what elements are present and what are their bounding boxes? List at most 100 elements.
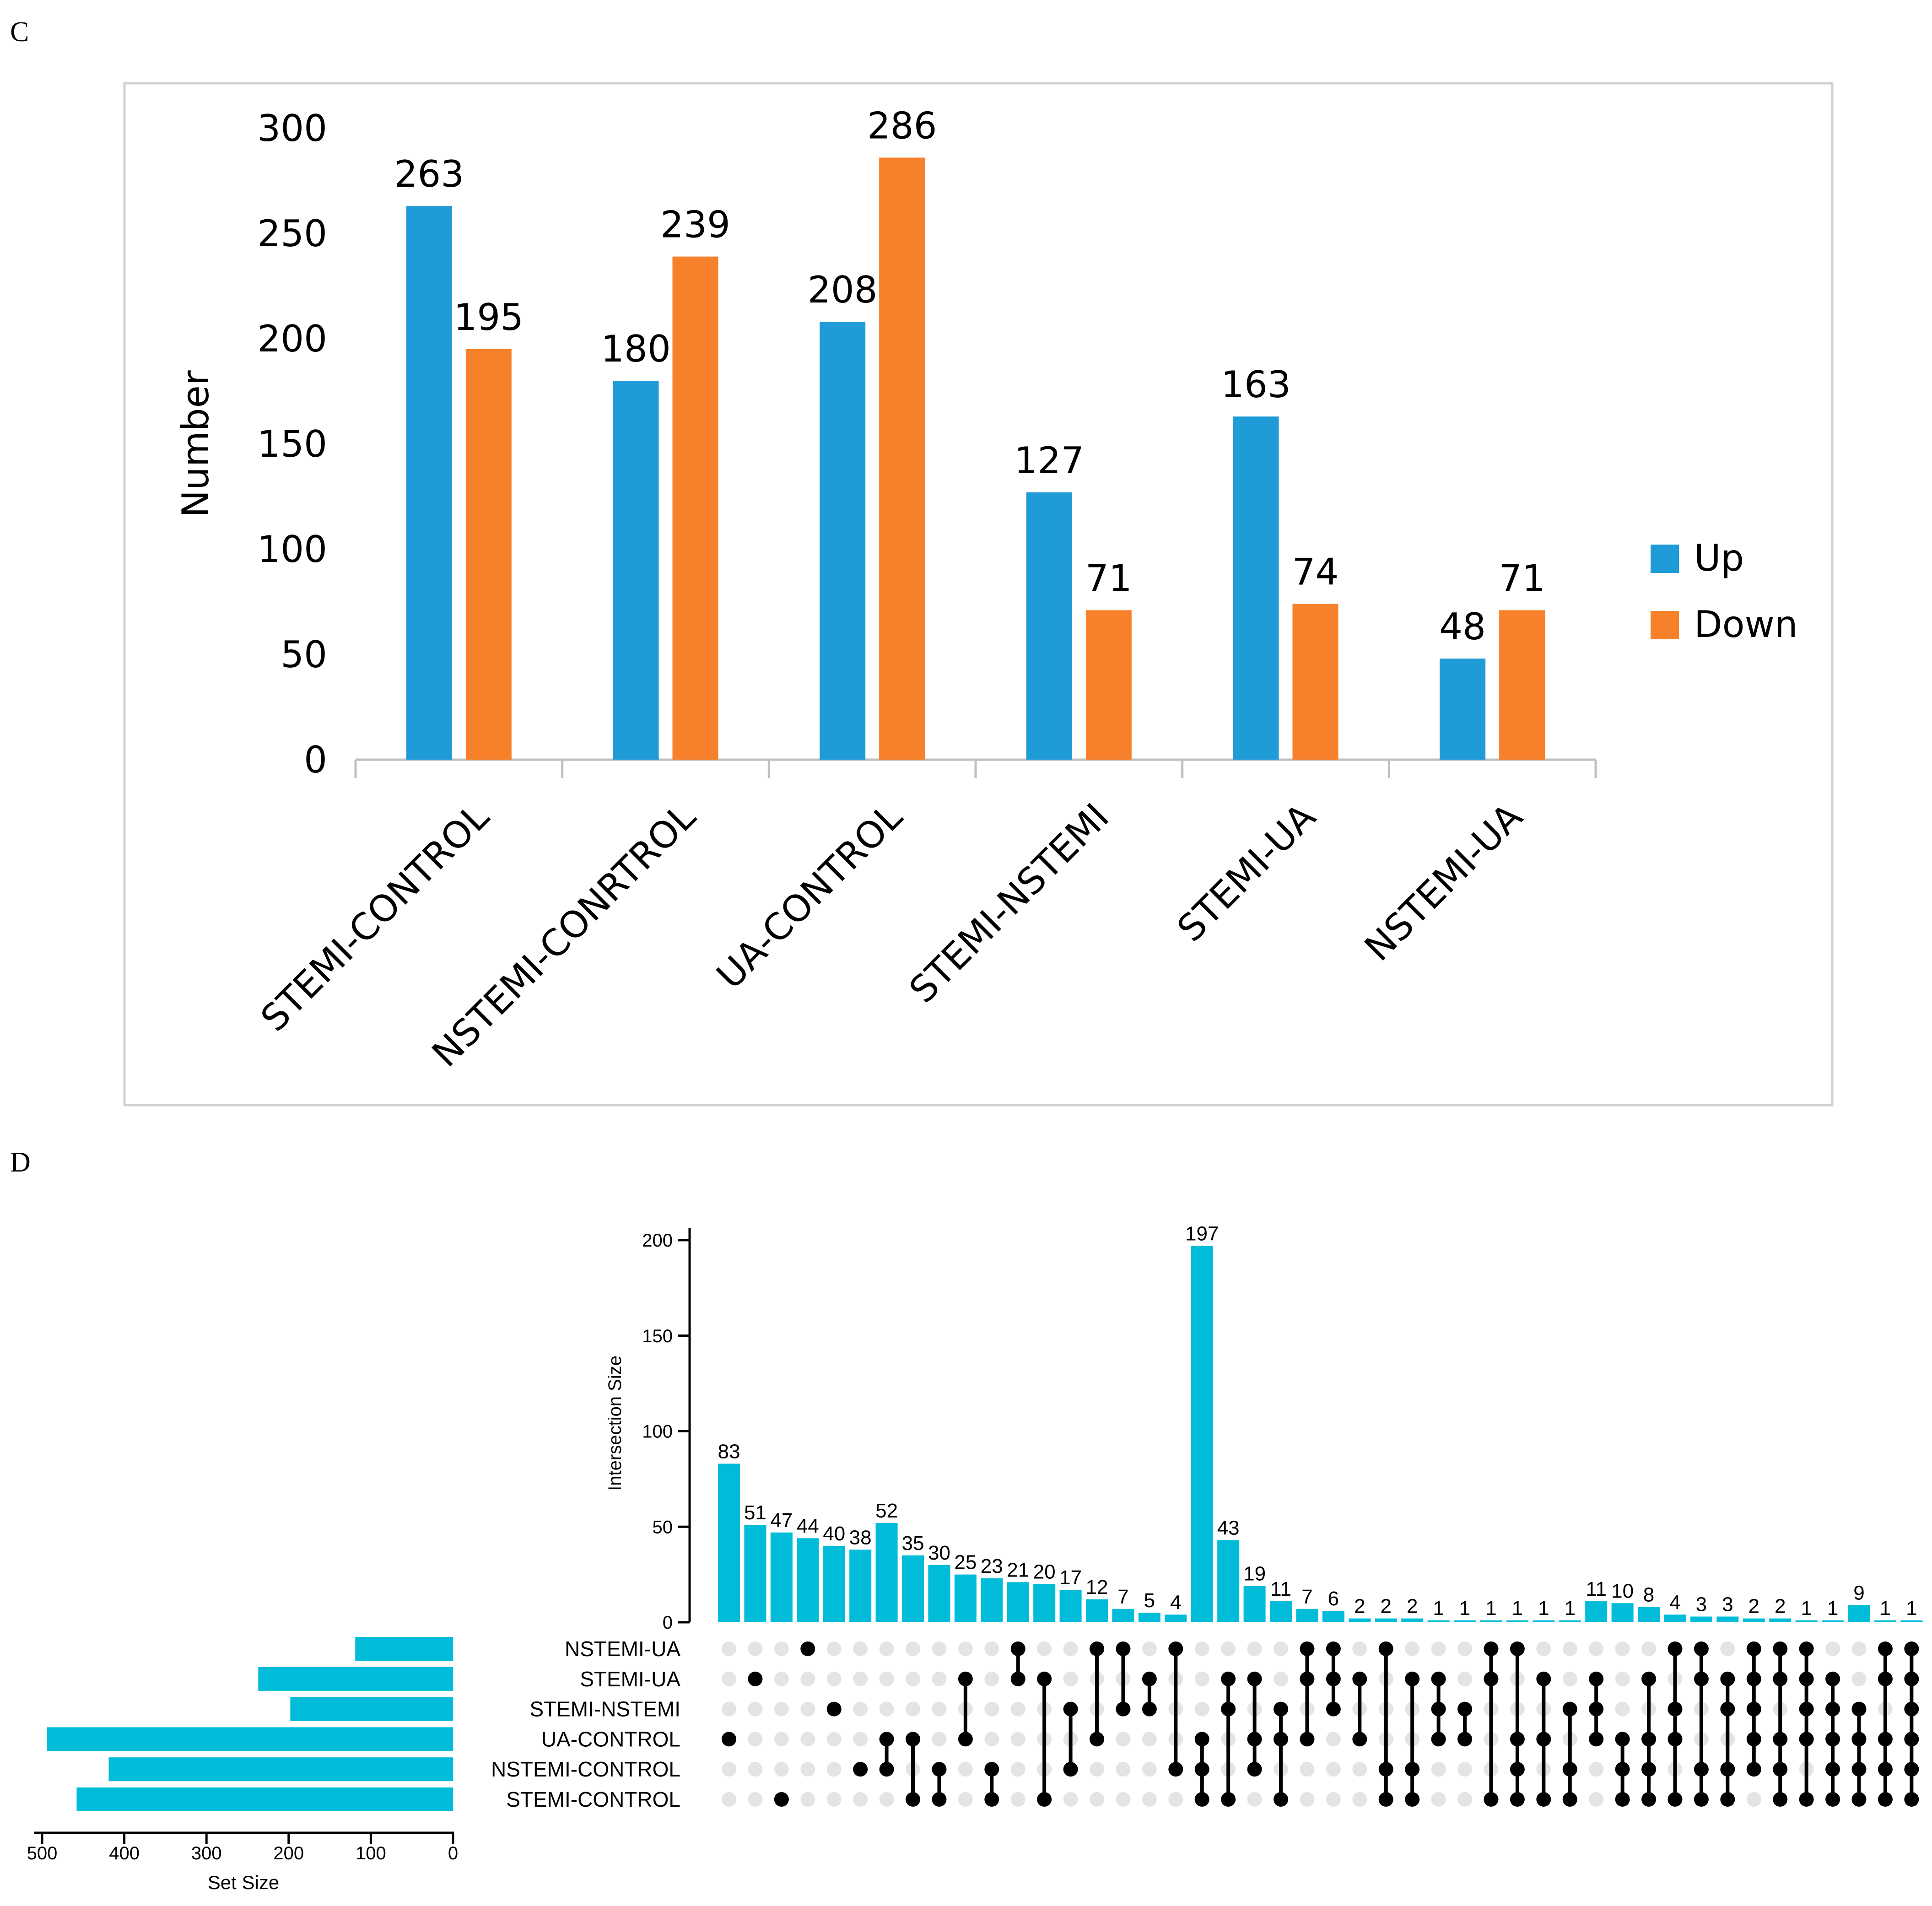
bar-value-label: 180 — [601, 328, 671, 370]
x-category-label: STEMI-CONTROL — [253, 795, 497, 1039]
matrix-dot-on — [1300, 1641, 1315, 1656]
matrix-dot-off — [984, 1671, 999, 1686]
matrix-dot-off — [906, 1641, 921, 1656]
set-name-label: STEMI-UA — [580, 1667, 680, 1691]
matrix-dot-off — [774, 1701, 789, 1717]
matrix-dot-off — [1457, 1762, 1473, 1777]
matrix-dot-on — [1037, 1792, 1052, 1807]
matrix-dot-on — [932, 1792, 947, 1807]
matrix-dot-on — [1274, 1732, 1289, 1747]
matrix-dot-off — [748, 1762, 763, 1777]
matrix-dot-on — [1851, 1762, 1867, 1777]
matrix-dot-on — [1746, 1641, 1761, 1656]
intersection-y-tick-label: 50 — [653, 1517, 673, 1537]
matrix-dot-off — [1194, 1701, 1209, 1717]
bar-up — [406, 206, 452, 760]
intersection-bar-label: 2 — [1381, 1595, 1392, 1618]
matrix-dot-off — [1063, 1792, 1078, 1807]
intersection-bar-label: 51 — [744, 1501, 766, 1524]
bar-value-label: 195 — [453, 296, 523, 339]
matrix-dot-on — [800, 1641, 815, 1656]
matrix-dot-on — [1010, 1671, 1025, 1686]
matrix-dot-off — [1457, 1641, 1473, 1656]
intersection-bar-label: 2 — [1407, 1595, 1418, 1618]
legend-label-up: Up — [1694, 537, 1744, 579]
matrix-dot-on — [879, 1762, 894, 1777]
intersection-bar-label: 1 — [1459, 1597, 1470, 1620]
intersection-y-tick-label: 150 — [642, 1326, 673, 1346]
matrix-dot-off — [1142, 1732, 1157, 1747]
matrix-dot-off — [1720, 1641, 1735, 1656]
matrix-dot-on — [1878, 1641, 1893, 1656]
intersection-bar — [1296, 1609, 1318, 1622]
intersection-bar — [1795, 1620, 1818, 1622]
matrix-dot-on — [1904, 1671, 1919, 1686]
intersection-bar — [1559, 1620, 1581, 1622]
set-size-bar — [47, 1727, 453, 1751]
matrix-dot-off — [1221, 1641, 1236, 1656]
matrix-dot-on — [1825, 1762, 1840, 1777]
x-category-label: STEMI-NSTEMI — [901, 795, 1117, 1011]
matrix-dot-off — [722, 1701, 736, 1717]
matrix-dot-off — [722, 1641, 736, 1656]
matrix-dot-on — [748, 1671, 763, 1686]
matrix-dot-on — [1825, 1671, 1840, 1686]
bar-value-label: 74 — [1292, 551, 1339, 594]
bar-up — [1026, 492, 1072, 760]
intersection-bar-label: 1 — [1565, 1597, 1576, 1620]
matrix-dot-on — [1799, 1641, 1814, 1656]
matrix-dot-off — [800, 1792, 815, 1807]
bar-value-label: 71 — [1085, 557, 1132, 599]
x-category-label: STEMI-UA — [1169, 795, 1324, 950]
matrix-dot-on — [1799, 1792, 1814, 1807]
matrix-dot-off — [932, 1641, 947, 1656]
matrix-dot-on — [984, 1792, 999, 1807]
intersection-bar — [1191, 1246, 1213, 1622]
intersection-bar — [1243, 1586, 1266, 1622]
set-size-axis-title: Set Size — [208, 1872, 279, 1893]
matrix-dot-on — [1510, 1641, 1525, 1656]
intersection-bar — [875, 1523, 898, 1622]
y-tick-label: 200 — [257, 318, 327, 360]
matrix-dot-off — [932, 1701, 947, 1717]
matrix-dot-off — [984, 1641, 999, 1656]
matrix-dot-on — [1825, 1732, 1840, 1747]
matrix-dot-off — [800, 1732, 815, 1747]
matrix-dot-off — [1247, 1792, 1262, 1807]
y-tick-label: 100 — [257, 528, 327, 571]
matrix-dot-on — [1694, 1641, 1709, 1656]
matrix-dot-on — [1904, 1641, 1919, 1656]
intersection-bar — [902, 1555, 924, 1622]
matrix-dot-on — [1773, 1641, 1788, 1656]
intersection-bar-label: 1 — [1827, 1597, 1838, 1620]
matrix-dot-off — [853, 1701, 868, 1717]
bar-up — [820, 322, 866, 760]
matrix-dot-off — [826, 1671, 842, 1686]
matrix-dot-off — [1431, 1762, 1446, 1777]
intersection-bar — [1217, 1540, 1240, 1622]
matrix-dot-on — [1615, 1762, 1630, 1777]
set-name-label: NSTEMI-UA — [565, 1637, 680, 1661]
bar-up — [613, 381, 659, 760]
matrix-dot-off — [1589, 1762, 1604, 1777]
matrix-dot-on — [1799, 1701, 1814, 1717]
matrix-dot-off — [1142, 1641, 1157, 1656]
matrix-dot-off — [722, 1792, 736, 1807]
bar-down — [1292, 604, 1338, 760]
matrix-dot-on — [722, 1732, 736, 1747]
matrix-dot-on — [1694, 1792, 1709, 1807]
matrix-dot-on — [1484, 1792, 1499, 1807]
matrix-dot-off — [1142, 1762, 1157, 1777]
matrix-dot-on — [1668, 1792, 1683, 1807]
bar-up — [1440, 659, 1486, 760]
intersection-bar-label: 38 — [849, 1526, 872, 1549]
bar-value-label: 239 — [660, 204, 730, 246]
matrix-dot-off — [1116, 1732, 1131, 1747]
intersection-bar-label: 9 — [1853, 1582, 1864, 1604]
matrix-dot-on — [1904, 1701, 1919, 1717]
matrix-dot-off — [1274, 1671, 1289, 1686]
intersection-bar — [823, 1546, 845, 1622]
matrix-dot-off — [1431, 1792, 1446, 1807]
matrix-dot-on — [1431, 1671, 1446, 1686]
